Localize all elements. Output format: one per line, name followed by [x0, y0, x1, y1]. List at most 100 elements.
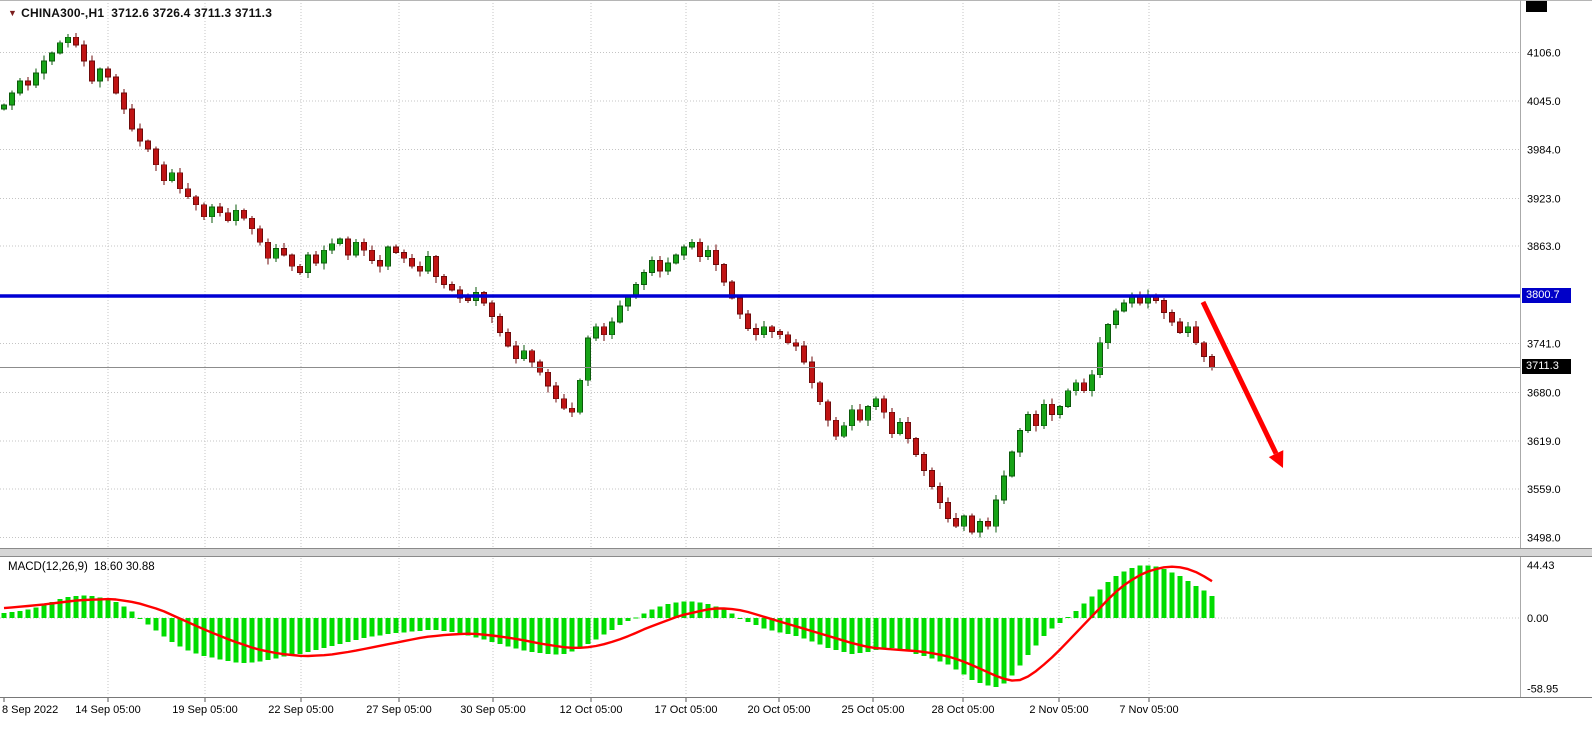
- macd-histogram-bar: [689, 601, 695, 618]
- macd-histogram-bar: [473, 618, 479, 638]
- candle-body: [993, 499, 999, 527]
- macd-histogram-bar: [1097, 589, 1103, 618]
- symbol-dropdown-icon[interactable]: ▼: [8, 8, 18, 18]
- candle-body: [377, 260, 383, 267]
- candle-body: [529, 350, 535, 363]
- panel-splitter[interactable]: [0, 548, 1592, 557]
- candle-body: [713, 249, 719, 265]
- candle-body: [977, 521, 983, 533]
- macd-histogram-bar: [425, 618, 431, 631]
- candle-body: [345, 238, 351, 256]
- macd-histogram-bar: [809, 618, 815, 642]
- macd-histogram-bar: [601, 618, 607, 635]
- macd-histogram-bar: [457, 618, 463, 634]
- candle-body: [889, 411, 895, 435]
- candle-body: [1041, 403, 1047, 427]
- candle-body: [353, 241, 359, 256]
- macd-histogram-bar: [985, 618, 991, 686]
- candle-body: [601, 326, 607, 336]
- macd-histogram-bar: [617, 618, 623, 626]
- candle-body: [841, 425, 847, 437]
- candle-body: [1201, 342, 1207, 357]
- macd-histogram-bar: [193, 618, 199, 654]
- macd-histogram-bar: [25, 609, 31, 618]
- candle-body: [1113, 310, 1119, 325]
- candle-body: [169, 172, 175, 182]
- macd-histogram-bar: [993, 618, 999, 688]
- macd-histogram-bar: [249, 618, 255, 663]
- candle-body: [481, 292, 487, 304]
- macd-histogram-bar: [865, 618, 871, 652]
- candle-body: [985, 521, 991, 527]
- candle-body: [489, 302, 495, 317]
- macd-histogram-bar: [241, 618, 247, 664]
- macd-histogram-bar: [641, 613, 647, 618]
- macd-histogram-bar: [721, 609, 727, 618]
- macd-histogram-bar: [89, 596, 95, 618]
- macd-histogram-bar: [33, 607, 39, 618]
- macd-histogram-bar: [969, 618, 975, 681]
- macd-histogram-bar: [177, 618, 183, 647]
- price-scale[interactable]: [1521, 0, 1592, 697]
- candle-body: [25, 80, 31, 86]
- candle-body: [1, 104, 7, 110]
- macd-histogram-bar: [465, 618, 471, 636]
- candle-body: [545, 371, 551, 387]
- candle-body: [257, 228, 263, 243]
- candle-body: [441, 276, 447, 285]
- macd-histogram-bar: [1009, 618, 1015, 676]
- candle-body: [1097, 342, 1103, 376]
- candle-body: [865, 406, 871, 421]
- time-scale[interactable]: [0, 698, 1592, 735]
- price-axis-label: 3984.0: [1527, 145, 1561, 157]
- macd-histogram-bar: [401, 618, 407, 633]
- candle-body: [809, 361, 815, 384]
- candle-body: [465, 297, 471, 301]
- candle-body: [961, 515, 967, 527]
- macd-histogram-bar: [1089, 596, 1095, 618]
- time-axis-label: 27 Sep 05:00: [366, 704, 431, 716]
- macd-histogram-bar: [65, 597, 71, 618]
- macd-histogram-bar: [889, 618, 895, 649]
- candle-body: [569, 407, 575, 413]
- macd-current-values: 18.60 30.88: [93, 561, 155, 573]
- candle-body: [401, 252, 407, 259]
- time-axis-label: 12 Oct 05:00: [560, 704, 623, 716]
- macd-histogram-bar: [369, 618, 375, 637]
- macd-histogram-bar: [417, 618, 423, 631]
- macd-histogram-bar: [9, 612, 15, 618]
- macd-histogram-bar: [545, 618, 551, 655]
- time-axis-label: 19 Sep 05:00: [172, 704, 237, 716]
- macd-histogram-bar: [849, 618, 855, 654]
- macd-histogram-bar: [345, 618, 351, 643]
- candle-body: [825, 401, 831, 421]
- candle-body: [449, 284, 455, 291]
- time-axis-label: 7 Nov 05:00: [1119, 704, 1178, 716]
- macd-histogram-bar: [537, 618, 543, 654]
- time-axis-label: 20 Oct 05:00: [748, 704, 811, 716]
- price-axis-label: 3863.0: [1527, 241, 1561, 253]
- macd-histogram-bar: [233, 618, 239, 663]
- macd-histogram-bar: [17, 611, 23, 618]
- price-axis-label: 3498.0: [1527, 533, 1561, 545]
- macd-histogram-bar: [953, 618, 959, 670]
- macd-histogram-bar: [409, 618, 415, 632]
- candle-body: [73, 36, 79, 46]
- candle-body: [1017, 430, 1023, 453]
- candle-body: [33, 72, 39, 86]
- macd-histogram-bar: [833, 618, 839, 651]
- time-axis-label: 25 Oct 05:00: [842, 704, 905, 716]
- macd-histogram-bar: [113, 602, 119, 618]
- macd-histogram-bar: [297, 618, 303, 654]
- macd-histogram-bar: [73, 595, 79, 618]
- macd-histogram-bar: [905, 618, 911, 652]
- candle-body: [433, 256, 439, 277]
- macd-histogram-bar: [145, 618, 151, 625]
- candle-body: [905, 422, 911, 439]
- candle-body: [1057, 406, 1063, 416]
- macd-histogram-bar: [585, 618, 591, 644]
- price-axis-label: 4045.0: [1527, 96, 1561, 108]
- candle-body: [857, 409, 863, 421]
- macd-histogram-bar: [169, 618, 175, 642]
